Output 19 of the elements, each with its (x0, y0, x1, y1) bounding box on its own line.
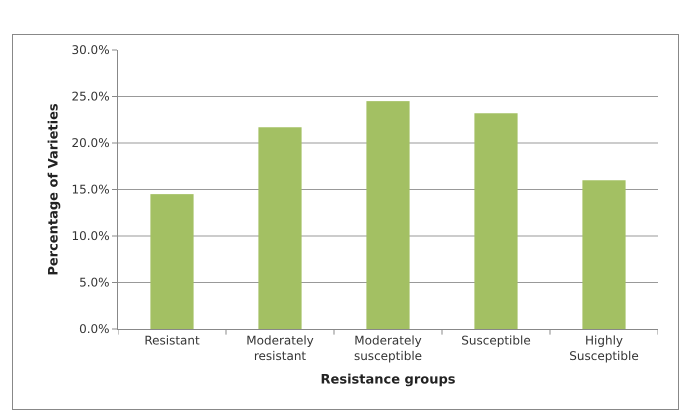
x-tick-label: Moderately susceptible (354, 333, 422, 363)
y-tick-label: 25.0% (71, 90, 110, 104)
x-axis-title: Resistance groups (320, 372, 456, 388)
y-tick-label: 5.0% (79, 276, 110, 290)
y-tick-label: 15.0% (71, 182, 110, 197)
x-tick-label: Resistant (144, 333, 200, 348)
bar (474, 113, 518, 329)
bar (258, 127, 302, 329)
y-tick-label: 0.0% (79, 322, 110, 336)
y-axis-title: Percentage of Varieties (46, 103, 62, 276)
x-tick-label: Moderately resistant (246, 333, 314, 363)
bar (150, 194, 194, 329)
bar (582, 180, 626, 329)
y-tick-label: 10.0% (71, 229, 110, 244)
y-tick-label: 30.0% (71, 43, 110, 58)
y-tick-label: 20.0% (71, 136, 110, 150)
x-tick-label: Susceptible (461, 333, 531, 348)
bar (366, 101, 410, 329)
x-tick-label: Highly Susceptible (569, 333, 639, 363)
